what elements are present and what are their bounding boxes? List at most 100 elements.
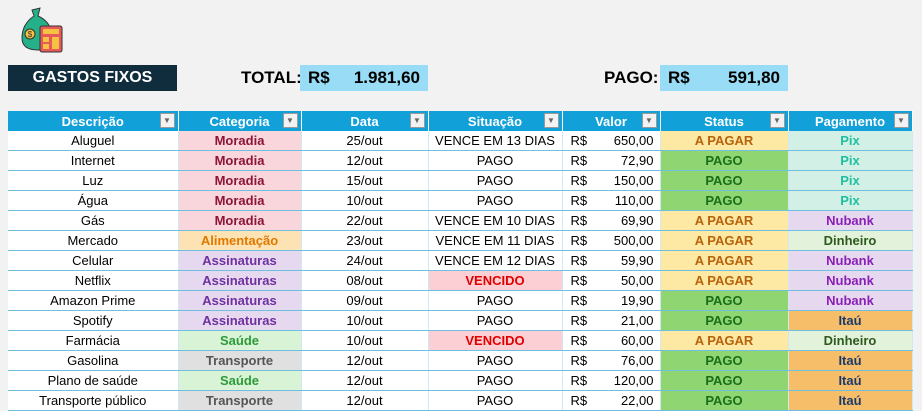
- filter-dropdown-button[interactable]: ▼: [282, 113, 298, 128]
- cell-status[interactable]: A PAGAR: [660, 250, 789, 271]
- cell-pagamento[interactable]: Pix: [788, 170, 913, 191]
- cell-descricao[interactable]: Gás: [8, 210, 179, 231]
- cell-pagamento[interactable]: Pix: [788, 150, 913, 171]
- cell-categoria[interactable]: Assinaturas: [178, 270, 302, 291]
- cell-data[interactable]: 10/out: [301, 310, 429, 331]
- cell-data[interactable]: 12/out: [301, 350, 429, 371]
- cell-valor[interactable]: R$ 500,00: [562, 230, 661, 251]
- cell-situacao[interactable]: PAGO: [428, 370, 563, 391]
- cell-pagamento[interactable]: Pix: [788, 190, 913, 211]
- cell-pagamento[interactable]: Nubank: [788, 270, 913, 291]
- cell-descricao[interactable]: Gasolina: [8, 350, 179, 371]
- cell-data[interactable]: 15/out: [301, 170, 429, 191]
- cell-categoria[interactable]: Assinaturas: [178, 310, 302, 331]
- cell-valor[interactable]: R$ 72,90: [562, 150, 661, 171]
- cell-valor[interactable]: R$ 120,00: [562, 370, 661, 391]
- cell-status[interactable]: PAGO: [660, 390, 789, 411]
- cell-situacao[interactable]: VENCE EM 13 DIAS: [428, 131, 563, 151]
- cell-situacao[interactable]: PAGO: [428, 310, 563, 331]
- cell-status[interactable]: PAGO: [660, 190, 789, 211]
- cell-descricao[interactable]: Spotify: [8, 310, 179, 331]
- cell-data[interactable]: 22/out: [301, 210, 429, 231]
- cell-descricao[interactable]: Amazon Prime: [8, 290, 179, 311]
- cell-valor[interactable]: R$ 60,00: [562, 330, 661, 351]
- filter-dropdown-button[interactable]: ▼: [409, 113, 425, 128]
- cell-pagamento[interactable]: Nubank: [788, 250, 913, 271]
- cell-valor[interactable]: R$ 150,00: [562, 170, 661, 191]
- cell-valor[interactable]: R$ 76,00: [562, 350, 661, 371]
- cell-categoria[interactable]: Moradia: [178, 170, 302, 191]
- cell-situacao[interactable]: VENCIDO: [428, 330, 563, 351]
- cell-pagamento[interactable]: Dinheiro: [788, 330, 913, 351]
- cell-status[interactable]: A PAGAR: [660, 210, 789, 231]
- cell-pagamento[interactable]: Nubank: [788, 210, 913, 231]
- cell-data[interactable]: 10/out: [301, 190, 429, 211]
- cell-pagamento[interactable]: Itaú: [788, 350, 913, 371]
- cell-data[interactable]: 24/out: [301, 250, 429, 271]
- cell-descricao[interactable]: Internet: [8, 150, 179, 171]
- cell-pagamento[interactable]: Itaú: [788, 370, 913, 391]
- cell-valor[interactable]: R$ 59,90: [562, 250, 661, 271]
- cell-situacao[interactable]: VENCE EM 12 DIAS: [428, 250, 563, 271]
- cell-status[interactable]: PAGO: [660, 350, 789, 371]
- cell-status[interactable]: PAGO: [660, 310, 789, 331]
- cell-data[interactable]: 23/out: [301, 230, 429, 251]
- cell-descricao[interactable]: Netflix: [8, 270, 179, 291]
- cell-pagamento[interactable]: Dinheiro: [788, 230, 913, 251]
- cell-categoria[interactable]: Transporte: [178, 350, 302, 371]
- cell-data[interactable]: 12/out: [301, 390, 429, 411]
- cell-situacao[interactable]: VENCIDO: [428, 270, 563, 291]
- cell-categoria[interactable]: Assinaturas: [178, 290, 302, 311]
- cell-categoria[interactable]: Transporte: [178, 390, 302, 411]
- cell-categoria[interactable]: Moradia: [178, 150, 302, 171]
- cell-categoria[interactable]: Moradia: [178, 131, 302, 151]
- cell-status[interactable]: PAGO: [660, 290, 789, 311]
- cell-pagamento[interactable]: Pix: [788, 131, 913, 151]
- cell-situacao[interactable]: VENCE EM 10 DIAS: [428, 210, 563, 231]
- cell-situacao[interactable]: PAGO: [428, 390, 563, 411]
- filter-dropdown-button[interactable]: ▼: [641, 113, 657, 128]
- cell-status[interactable]: PAGO: [660, 370, 789, 391]
- cell-situacao[interactable]: VENCE EM 11 DIAS: [428, 230, 563, 251]
- cell-valor[interactable]: R$ 50,00: [562, 270, 661, 291]
- cell-situacao[interactable]: PAGO: [428, 350, 563, 371]
- cell-status[interactable]: PAGO: [660, 150, 789, 171]
- filter-dropdown-button[interactable]: ▼: [159, 113, 175, 128]
- cell-situacao[interactable]: PAGO: [428, 170, 563, 191]
- cell-descricao[interactable]: Luz: [8, 170, 179, 191]
- cell-data[interactable]: 08/out: [301, 270, 429, 291]
- cell-categoria[interactable]: Moradia: [178, 210, 302, 231]
- cell-status[interactable]: A PAGAR: [660, 330, 789, 351]
- cell-status[interactable]: A PAGAR: [660, 230, 789, 251]
- cell-data[interactable]: 09/out: [301, 290, 429, 311]
- cell-descricao[interactable]: Mercado: [8, 230, 179, 251]
- cell-descricao[interactable]: Transporte público: [8, 390, 179, 411]
- cell-situacao[interactable]: PAGO: [428, 290, 563, 311]
- cell-descricao[interactable]: Aluguel: [8, 131, 179, 151]
- cell-situacao[interactable]: PAGO: [428, 150, 563, 171]
- cell-data[interactable]: 12/out: [301, 150, 429, 171]
- cell-categoria[interactable]: Moradia: [178, 190, 302, 211]
- cell-valor[interactable]: R$ 110,00: [562, 190, 661, 211]
- cell-status[interactable]: PAGO: [660, 170, 789, 191]
- cell-data[interactable]: 25/out: [301, 131, 429, 151]
- filter-dropdown-button[interactable]: ▼: [769, 113, 785, 128]
- cell-descricao[interactable]: Farmácia: [8, 330, 179, 351]
- cell-status[interactable]: A PAGAR: [660, 131, 789, 151]
- cell-valor[interactable]: R$ 650,00: [562, 131, 661, 151]
- cell-valor[interactable]: R$ 69,90: [562, 210, 661, 231]
- cell-status[interactable]: A PAGAR: [660, 270, 789, 291]
- filter-dropdown-button[interactable]: ▼: [893, 113, 909, 128]
- cell-categoria[interactable]: Saúde: [178, 330, 302, 351]
- cell-descricao[interactable]: Celular: [8, 250, 179, 271]
- filter-dropdown-button[interactable]: ▼: [543, 113, 559, 128]
- cell-pagamento[interactable]: Nubank: [788, 290, 913, 311]
- cell-data[interactable]: 10/out: [301, 330, 429, 351]
- cell-pagamento[interactable]: Itaú: [788, 390, 913, 411]
- cell-descricao[interactable]: Plano de saúde: [8, 370, 179, 391]
- cell-categoria[interactable]: Saúde: [178, 370, 302, 391]
- cell-descricao[interactable]: Água: [8, 190, 179, 211]
- cell-data[interactable]: 12/out: [301, 370, 429, 391]
- cell-categoria[interactable]: Assinaturas: [178, 250, 302, 271]
- cell-pagamento[interactable]: Itaú: [788, 310, 913, 331]
